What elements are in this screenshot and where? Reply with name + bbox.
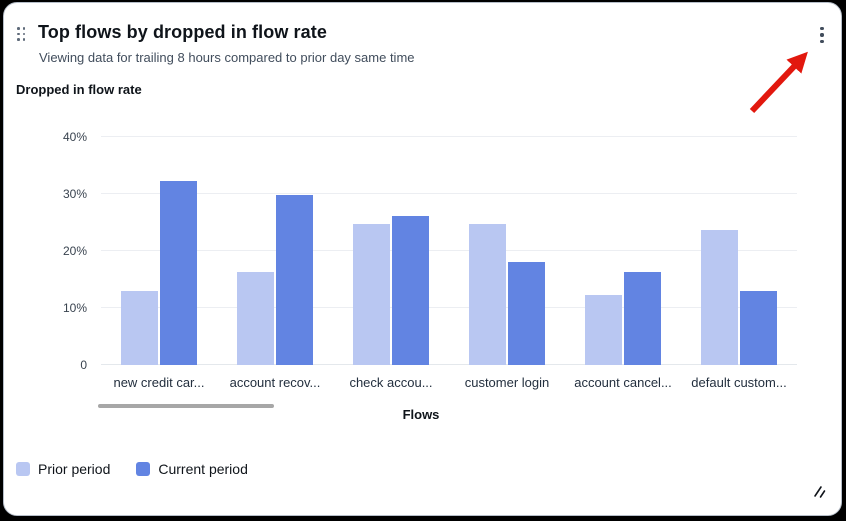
gridline — [101, 136, 797, 137]
bar-group — [101, 137, 217, 365]
kebab-menu-icon[interactable] — [810, 20, 834, 50]
bar-prior-period[interactable] — [585, 295, 622, 365]
bar-group — [565, 137, 681, 365]
bar-current-period[interactable] — [160, 180, 197, 365]
bar-group — [333, 137, 449, 365]
bar-groups — [101, 137, 797, 365]
x-tick-label: customer login — [464, 375, 550, 390]
gridline — [101, 250, 797, 251]
legend-item-prior-period[interactable]: Prior period — [16, 461, 110, 477]
widget-title: Top flows by dropped in flow rate — [38, 22, 327, 42]
chart-legend: Prior period Current period — [16, 461, 248, 477]
x-tick-label: default custom... — [691, 375, 787, 390]
bar-current-period[interactable] — [276, 194, 313, 365]
y-tick-label: 30% — [62, 187, 87, 201]
chart-widget-card: Top flows by dropped in flow rate Viewin… — [3, 2, 842, 516]
x-axis-title: Flows — [402, 407, 440, 422]
bar-prior-period[interactable] — [353, 224, 390, 365]
x-axis-labels: new credit car... account recov... check a… — [101, 375, 797, 390]
y-axis-labels: 0 10% 20% 30% 40% — [4, 130, 92, 372]
y-tick-label: 0 — [80, 358, 87, 372]
x-tick-label: check accou... — [349, 375, 433, 390]
gridline — [101, 307, 797, 308]
drag-handle-icon[interactable] — [17, 27, 26, 41]
x-tick-label: account recov... — [229, 375, 321, 390]
horizontal-scrollbar-thumb[interactable] — [98, 404, 274, 408]
bar-prior-period[interactable] — [469, 224, 506, 365]
y-tick-label: 20% — [62, 244, 87, 258]
bar-group — [217, 137, 333, 365]
bar-current-period[interactable] — [392, 216, 429, 365]
x-tick-label: new credit car... — [113, 375, 205, 390]
bar-current-period[interactable] — [624, 271, 661, 365]
current-period-swatch — [136, 462, 151, 476]
gridline — [101, 193, 797, 194]
legend-label: Prior period — [38, 461, 111, 477]
x-tick-label: account cancel... — [574, 375, 672, 390]
bar-prior-period[interactable] — [237, 271, 274, 365]
resize-handle-icon[interactable] — [812, 484, 827, 504]
bar-prior-period[interactable] — [121, 290, 158, 365]
legend-item-current-period[interactable]: Current period — [136, 461, 248, 477]
bar-group — [449, 137, 565, 365]
bar-current-period[interactable] — [740, 290, 777, 365]
legend-label: Current period — [158, 461, 248, 477]
y-tick-label: 10% — [62, 301, 87, 315]
plot-area — [101, 136, 797, 365]
prior-period-swatch — [16, 462, 30, 476]
bar-current-period[interactable] — [508, 262, 545, 365]
y-tick-label: 40% — [62, 130, 87, 144]
bar-prior-period[interactable] — [701, 230, 738, 365]
gridline — [101, 364, 797, 365]
chart-title: Dropped in flow rate — [16, 82, 142, 97]
widget-subtitle: Viewing data for trailing 8 hours compar… — [39, 50, 415, 65]
bar-group — [681, 137, 797, 365]
